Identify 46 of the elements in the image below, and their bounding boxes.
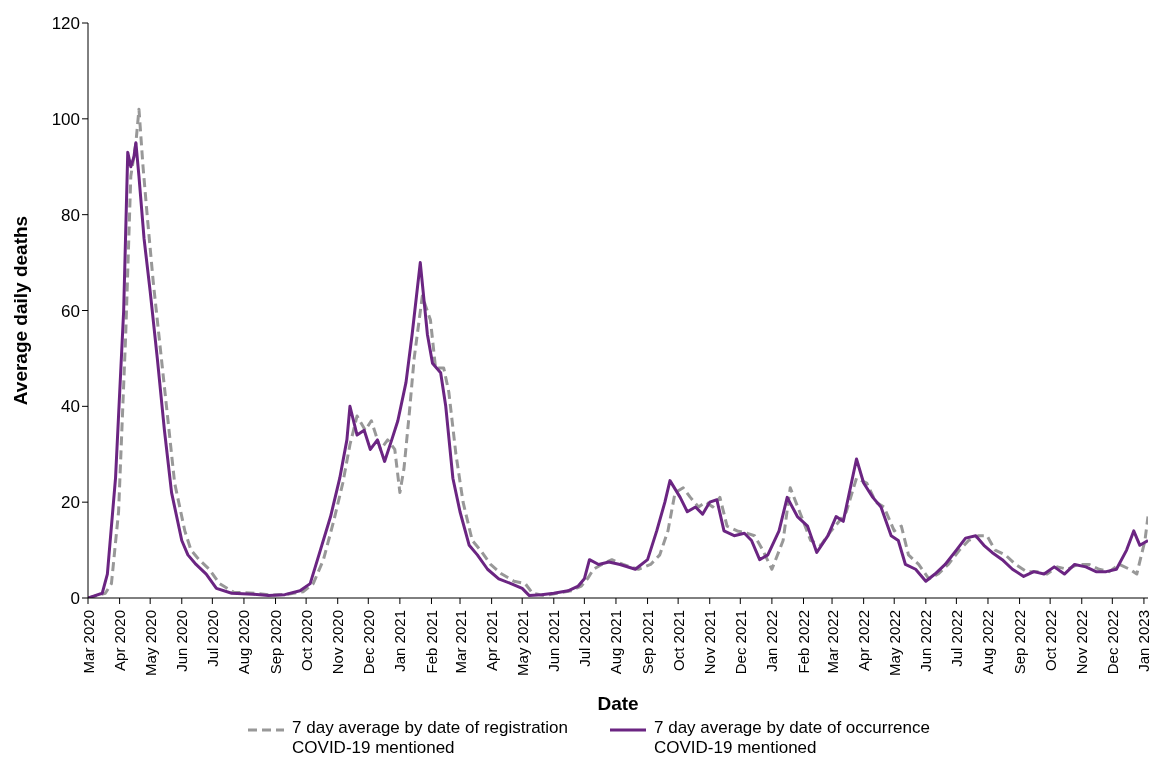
x-axis-title: Date [597,693,639,714]
x-tick-label: Dec 2022 [1103,610,1121,675]
x-tick-label: May 2020 [141,610,159,676]
x-tick-label: Dec 2020 [359,610,377,675]
x-tick-label: Mar 2022 [823,610,841,674]
y-tick-label: 0 [70,589,80,609]
x-tick-label: Mar 2020 [79,610,97,674]
x-tick-label: Sep 2020 [267,610,285,675]
x-tick-label: Oct 2022 [1041,610,1059,671]
y-axis-title: Average daily deaths [9,215,31,406]
x-tick-label: Feb 2021 [422,610,440,674]
x-tick-label: Feb 2022 [795,610,812,674]
legend-label: 7 day average by date of occurrence COVID-19 mentioned [654,718,930,758]
x-tick-label: May 2021 [513,610,531,676]
y-tick-label: 80 [61,205,80,225]
x-tick-label: May 2022 [885,610,903,676]
x-tick-label: Jul 2022 [947,610,965,667]
x-tick-label: Aug 2020 [235,610,253,675]
x-tick-label: Apr 2022 [855,610,873,671]
x-tick-label: Mar 2021 [451,610,469,674]
y-tick-label: 100 [51,109,80,129]
x-tick-label: Jun 2022 [917,610,935,672]
x-tick-label: Dec 2021 [731,610,749,675]
x-tick-label: Nov 2022 [1073,610,1091,675]
x-tick-label: Jul 2021 [575,610,593,667]
x-tick-label: Aug 2021 [607,610,625,675]
y-tick-label: 120 [51,14,80,34]
x-tick-label: Jun 2021 [545,610,563,672]
y-tick-label: 20 [61,493,80,513]
x-tick-label: Jan 2022 [763,610,781,672]
x-tick-label: Apr 2021 [483,610,501,671]
x-tick-label: Oct 2021 [669,610,687,671]
x-tick-label: Sep 2021 [639,610,657,675]
x-tick-label: Jul 2020 [203,610,221,667]
y-tick-label: 40 [61,397,80,417]
x-tick-label: Nov 2021 [701,610,719,675]
x-tick-label: Jan 2021 [391,610,409,672]
y-tick-label: 60 [61,301,80,321]
x-tick-label: Aug 2022 [979,610,997,675]
x-tick-label: Jan 2023 [1135,610,1153,672]
x-tick-label: Apr 2020 [111,610,129,671]
legend-label: 7 day average by date of registration COVID-19 mentioned [292,718,568,758]
x-tick-label: Nov 2020 [329,610,347,675]
x-tick-label: Oct 2020 [297,610,315,671]
x-tick-label: Jun 2020 [173,610,191,672]
x-tick-label: Sep 2022 [1011,610,1029,675]
